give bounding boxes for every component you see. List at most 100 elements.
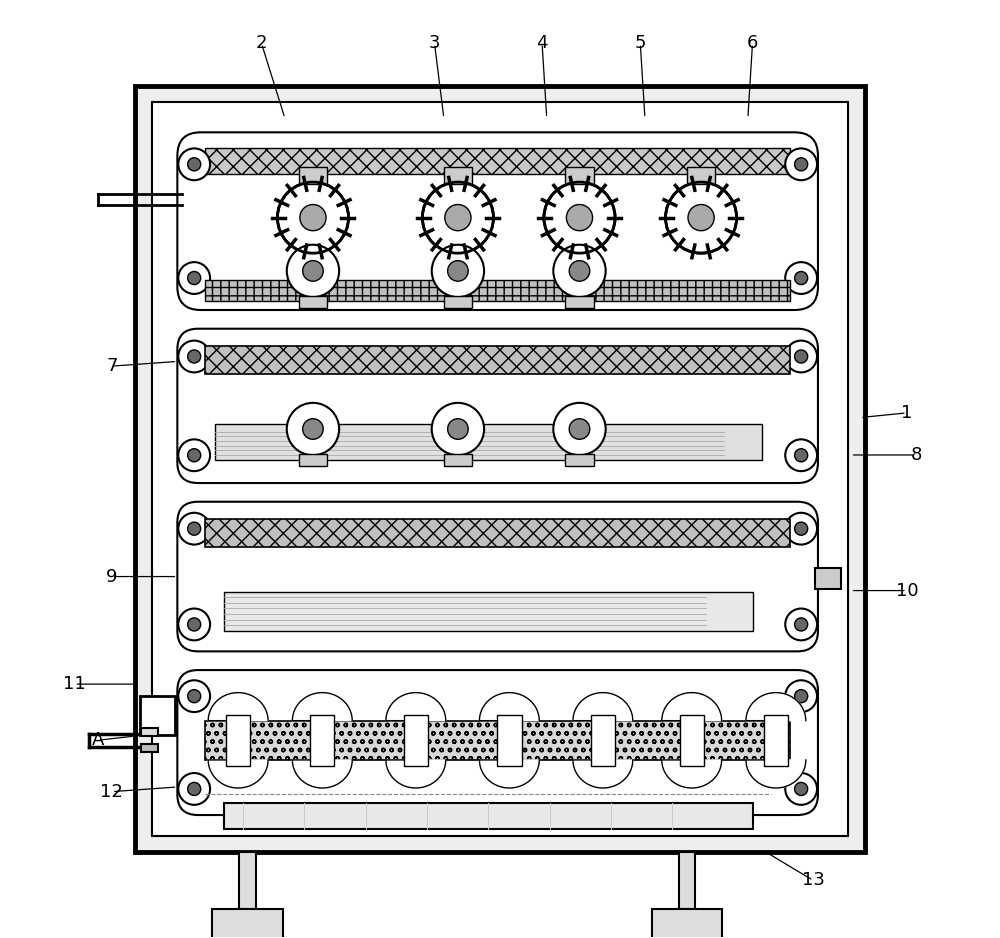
Circle shape [303, 261, 323, 281]
Text: 5: 5 [635, 35, 646, 53]
Bar [679, 853, 695, 909]
Circle shape [188, 448, 201, 461]
Bar [815, 567, 841, 588]
Circle shape [553, 402, 606, 455]
Text: 11: 11 [63, 675, 86, 693]
Circle shape [544, 182, 615, 253]
Text: 6: 6 [747, 35, 758, 53]
Circle shape [795, 689, 808, 703]
Bar [652, 909, 722, 938]
Circle shape [785, 148, 817, 180]
Circle shape [188, 782, 201, 795]
Circle shape [448, 261, 468, 281]
Circle shape [785, 340, 817, 372]
Bar [141, 728, 158, 736]
Text: 12: 12 [100, 782, 123, 801]
Text: 2: 2 [256, 35, 267, 53]
Bar [310, 715, 334, 765]
Circle shape [188, 522, 201, 536]
Text: 8: 8 [910, 446, 922, 464]
Bar [205, 519, 790, 547]
Text: 10: 10 [896, 582, 918, 599]
Bar [299, 454, 327, 466]
Circle shape [795, 448, 808, 461]
Text: 1: 1 [901, 404, 913, 422]
Circle shape [795, 782, 808, 795]
FancyBboxPatch shape [177, 502, 818, 651]
Bar [205, 148, 790, 174]
Bar [591, 715, 615, 765]
Text: 13: 13 [802, 871, 825, 889]
Bar [212, 909, 283, 938]
Circle shape [432, 245, 484, 297]
Circle shape [432, 402, 484, 455]
Text: 4: 4 [536, 35, 548, 53]
Circle shape [795, 522, 808, 536]
Polygon shape [479, 692, 539, 720]
Circle shape [795, 158, 808, 171]
Bar [140, 696, 175, 735]
Bar [135, 85, 865, 853]
Text: 3: 3 [429, 35, 440, 53]
Circle shape [178, 609, 210, 641]
Circle shape [795, 618, 808, 631]
Bar [497, 715, 522, 765]
Bar [224, 803, 753, 829]
Circle shape [188, 689, 201, 703]
Circle shape [188, 158, 201, 171]
Bar [764, 715, 788, 765]
Circle shape [178, 340, 210, 372]
Circle shape [287, 245, 339, 297]
Circle shape [785, 773, 817, 805]
Bar [444, 167, 472, 184]
Text: 9: 9 [106, 567, 118, 585]
Polygon shape [573, 760, 633, 788]
Polygon shape [386, 692, 446, 720]
Bar [205, 345, 790, 373]
Polygon shape [479, 760, 539, 788]
Text: A: A [92, 732, 104, 749]
Text: 7: 7 [106, 357, 118, 375]
Bar [404, 715, 428, 765]
Circle shape [569, 418, 590, 439]
Circle shape [795, 350, 808, 363]
FancyBboxPatch shape [177, 670, 818, 815]
Circle shape [303, 418, 323, 439]
Bar [565, 296, 594, 309]
Circle shape [178, 680, 210, 712]
Polygon shape [662, 692, 722, 720]
Circle shape [178, 439, 210, 471]
Circle shape [287, 402, 339, 455]
Circle shape [785, 439, 817, 471]
Circle shape [566, 204, 593, 231]
Circle shape [178, 148, 210, 180]
Bar [205, 280, 790, 301]
Circle shape [188, 618, 201, 631]
Circle shape [688, 204, 714, 231]
Bar [680, 715, 704, 765]
Circle shape [569, 261, 590, 281]
Circle shape [448, 418, 468, 439]
Bar [205, 720, 790, 760]
Circle shape [178, 513, 210, 545]
Circle shape [422, 182, 493, 253]
Bar [565, 454, 594, 466]
Circle shape [445, 204, 471, 231]
Polygon shape [292, 760, 352, 788]
Circle shape [300, 204, 326, 231]
Polygon shape [746, 692, 806, 720]
Bar [141, 744, 158, 752]
Circle shape [785, 262, 817, 294]
Polygon shape [662, 760, 722, 788]
Circle shape [553, 245, 606, 297]
Bar [239, 853, 256, 909]
Bar [444, 454, 472, 466]
Circle shape [785, 680, 817, 712]
Circle shape [795, 271, 808, 284]
Circle shape [188, 350, 201, 363]
Polygon shape [573, 692, 633, 720]
Polygon shape [746, 760, 806, 788]
Bar [299, 167, 327, 184]
Bar [444, 296, 472, 309]
Circle shape [178, 773, 210, 805]
